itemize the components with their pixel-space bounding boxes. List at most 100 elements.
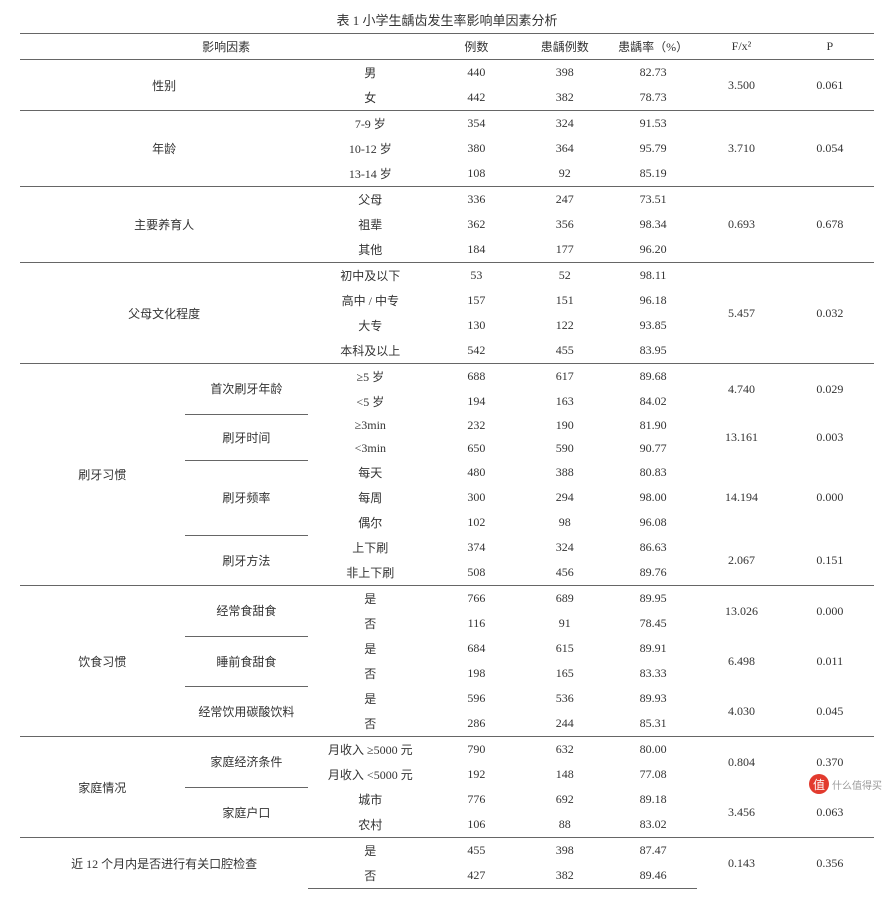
factor-cell: 近 12 个月内是否进行有关口腔检查 (20, 838, 308, 889)
col-cases: 患龋例数 (521, 34, 609, 60)
level-cell: 大专 (308, 313, 432, 338)
rate-cell: 90.77 (609, 437, 697, 460)
level-cell: 城市 (308, 787, 432, 812)
cases-cell: 177 (521, 237, 609, 263)
f-cell: 4.740 (697, 364, 785, 415)
level-cell: 男 (308, 60, 432, 86)
rate-cell: 91.53 (609, 111, 697, 137)
table-row: 父母文化程度初中及以下535298.115.4570.032 (20, 263, 874, 289)
level-cell: 7-9 岁 (308, 111, 432, 137)
subfactor-cell: 刷牙频率 (185, 460, 309, 535)
n-cell: 232 (432, 414, 520, 437)
n-cell: 192 (432, 762, 520, 787)
rate-cell: 98.00 (609, 485, 697, 510)
n-cell: 790 (432, 737, 520, 763)
table-row: 刷牙习惯首次刷牙年龄≥5 岁68861789.684.7400.029 (20, 364, 874, 390)
factor-cell: 年龄 (20, 111, 308, 187)
factor-cell: 主要养育人 (20, 187, 308, 263)
n-cell: 194 (432, 389, 520, 414)
f-cell: 5.457 (697, 263, 785, 364)
n-cell: 300 (432, 485, 520, 510)
level-cell: 祖辈 (308, 212, 432, 237)
rate-cell: 89.68 (609, 364, 697, 390)
rate-cell: 80.00 (609, 737, 697, 763)
level-cell: 非上下刷 (308, 560, 432, 586)
watermark: 值 什么值得买 (809, 774, 882, 794)
n-cell: 157 (432, 288, 520, 313)
rate-cell: 96.20 (609, 237, 697, 263)
subfactor-cell: 经常食甜食 (185, 586, 309, 637)
cases-cell: 92 (521, 161, 609, 187)
level-cell: <3min (308, 437, 432, 460)
level-cell: 是 (308, 838, 432, 864)
rate-cell: 80.83 (609, 460, 697, 485)
level-cell: 上下刷 (308, 535, 432, 560)
n-cell: 542 (432, 338, 520, 364)
col-n: 例数 (432, 34, 520, 60)
p-cell: 0.003 (786, 414, 874, 460)
factor-cell: 饮食习惯 (20, 586, 185, 737)
level-cell: ≥3min (308, 414, 432, 437)
f-cell: 3.500 (697, 60, 785, 111)
n-cell: 442 (432, 85, 520, 111)
level-cell: 偶尔 (308, 510, 432, 535)
f-cell: 14.194 (697, 460, 785, 535)
level-cell: 高中 / 中专 (308, 288, 432, 313)
cases-cell: 398 (521, 60, 609, 86)
level-cell: 每周 (308, 485, 432, 510)
watermark-text: 什么值得买 (832, 777, 882, 792)
cases-cell: 590 (521, 437, 609, 460)
factor-cell: 父母文化程度 (20, 263, 308, 364)
n-cell: 336 (432, 187, 520, 213)
cases-cell: 356 (521, 212, 609, 237)
level-cell: ≥5 岁 (308, 364, 432, 390)
rate-cell: 89.95 (609, 586, 697, 612)
rate-cell: 98.11 (609, 263, 697, 289)
n-cell: 766 (432, 586, 520, 612)
cases-cell: 324 (521, 111, 609, 137)
col-p: P (786, 34, 874, 60)
rate-cell: 85.31 (609, 711, 697, 737)
n-cell: 362 (432, 212, 520, 237)
level-cell: 月收入 <5000 元 (308, 762, 432, 787)
n-cell: 354 (432, 111, 520, 137)
table-row: 近 12 个月内是否进行有关口腔检查是45539887.470.1430.356 (20, 838, 874, 864)
p-cell: 0.063 (786, 787, 874, 838)
cases-cell: 364 (521, 136, 609, 161)
p-cell: 0.032 (786, 263, 874, 364)
level-cell: 13-14 岁 (308, 161, 432, 187)
level-cell: 是 (308, 586, 432, 612)
table-row: 主要养育人父母33624773.510.6930.678 (20, 187, 874, 213)
rate-cell: 84.02 (609, 389, 697, 414)
p-cell: 0.000 (786, 586, 874, 637)
level-cell: 本科及以上 (308, 338, 432, 364)
f-cell: 0.693 (697, 187, 785, 263)
level-cell: 每天 (308, 460, 432, 485)
cases-cell: 98 (521, 510, 609, 535)
cases-cell: 382 (521, 85, 609, 111)
p-cell: 0.061 (786, 60, 874, 111)
rate-cell: 95.79 (609, 136, 697, 161)
n-cell: 650 (432, 437, 520, 460)
table-row: 饮食习惯经常食甜食是76668989.9513.0260.000 (20, 586, 874, 612)
table-row: 性别男44039882.733.5000.061 (20, 60, 874, 86)
level-cell: 是 (308, 636, 432, 661)
cases-cell: 294 (521, 485, 609, 510)
level-cell: 初中及以下 (308, 263, 432, 289)
rate-cell: 83.02 (609, 812, 697, 838)
p-cell: 0.045 (786, 686, 874, 737)
rate-cell: 77.08 (609, 762, 697, 787)
rate-cell: 81.90 (609, 414, 697, 437)
n-cell: 455 (432, 838, 520, 864)
level-cell: 父母 (308, 187, 432, 213)
table-row: 家庭情况家庭经济条件月收入 ≥5000 元79063280.000.8040.3… (20, 737, 874, 763)
subfactor-cell: 睡前食甜食 (185, 636, 309, 686)
rate-cell: 85.19 (609, 161, 697, 187)
level-cell: 农村 (308, 812, 432, 838)
cases-cell: 148 (521, 762, 609, 787)
cases-cell: 632 (521, 737, 609, 763)
p-cell: 0.054 (786, 111, 874, 187)
n-cell: 440 (432, 60, 520, 86)
level-cell: 其他 (308, 237, 432, 263)
f-cell: 13.026 (697, 586, 785, 637)
